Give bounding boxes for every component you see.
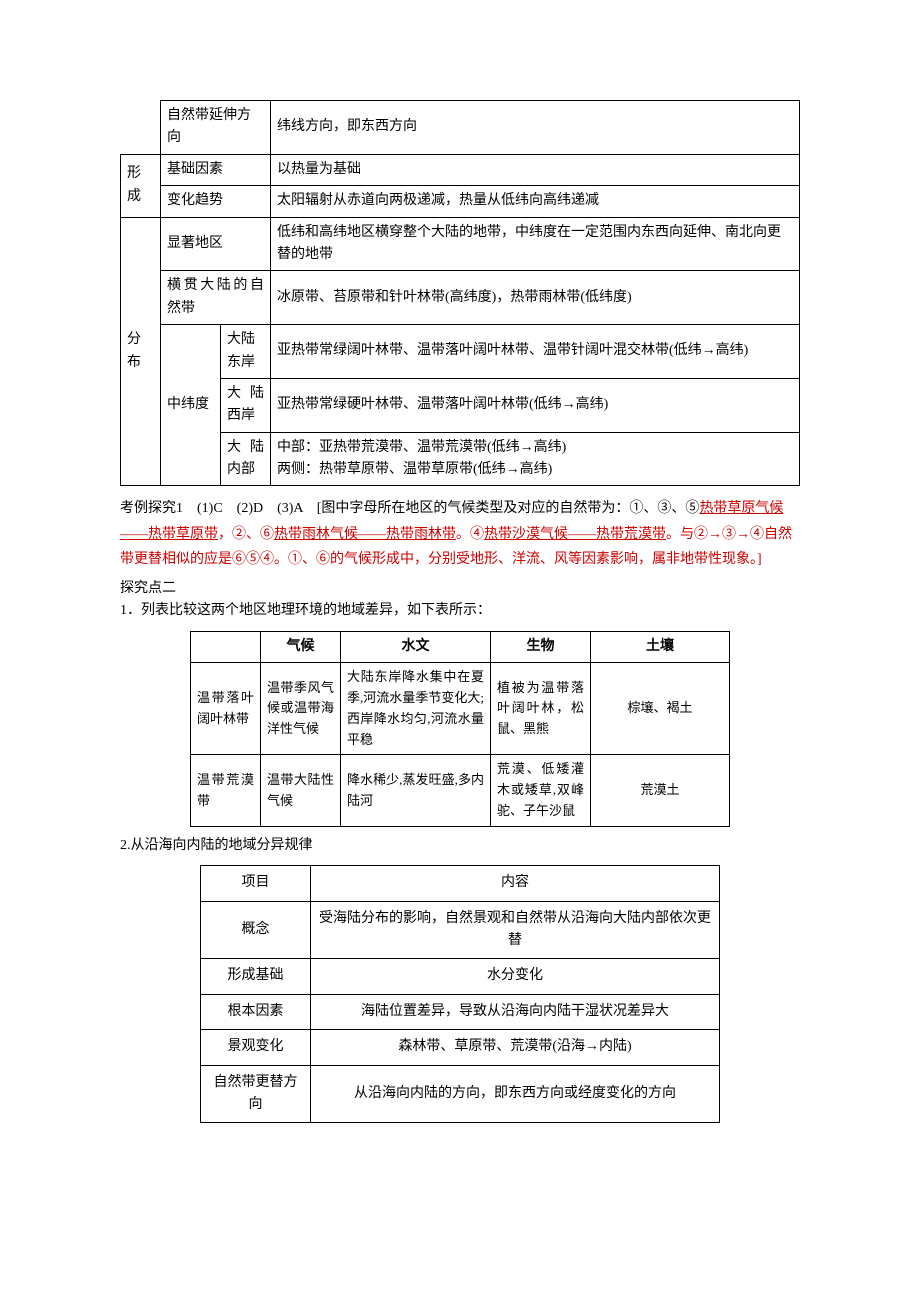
t2-r0-zone: 温带落叶阔叶林带: [191, 663, 261, 755]
t1-r0-c2: 自然带延伸方向: [161, 101, 271, 155]
t1-r6-c3: 大陆西岸: [221, 378, 271, 432]
t2-r1-hydro: 降水稀少,蒸发旺盛,多内陆河: [341, 755, 491, 826]
t2-h0: [191, 631, 261, 662]
t3-r0-k: 概念: [201, 901, 311, 959]
t3-r3-k: 景观变化: [201, 1030, 311, 1065]
t2-h3: 生物: [491, 631, 591, 662]
t1-r6-c4: 亚热带常绿硬叶林带、温带落叶阔叶林带(低纬→高纬): [271, 378, 800, 432]
t3-r2-v: 海陆位置差异，导致从沿海向内陆干湿状况差异大: [311, 994, 720, 1029]
t3-h1: 内容: [311, 866, 720, 901]
t2-h1: 气候: [261, 631, 341, 662]
t2-r1-climate: 温带大陆性气候: [261, 755, 341, 826]
exp-m2: 。④: [456, 527, 484, 542]
t1-r3-c4: 低纬和高纬地区横穿整个大陆的地带，中纬度在一定范围内东西向延伸、南北向更替的地带: [271, 217, 800, 271]
t1-r4-c2: 横贯大陆的自然带: [161, 271, 271, 325]
exp-pre: [图中字母所在地区的气候类型及对应的自然带为：①、③、⑤: [303, 501, 700, 516]
t3-r2-k: 根本因素: [201, 994, 311, 1029]
exp-u3: 热带沙漠气候——热带荒漠带: [484, 527, 666, 542]
t1-r2-c4: 太阳辐射从赤道向两极递减，热量从低纬向高纬递减: [271, 186, 800, 217]
example-answer-block: 考例探究1 (1)C (2)D (3)A [图中字母所在地区的气候类型及对应的自…: [120, 496, 800, 572]
t1-r7-c3: 大陆内部: [221, 432, 271, 486]
example-answers: (1)C (2)D (3)A: [197, 501, 303, 516]
t1-r5-c3: 大陆东岸: [221, 325, 271, 379]
list1-intro: 1．列表比较这两个地区地理环境的地域差异，如下表所示：: [120, 600, 800, 622]
t2-r1-zone: 温带荒漠带: [191, 755, 261, 826]
t3-r0-v: 受海陆分布的影响，自然景观和自然带从沿海向大陆内部依次更替: [311, 901, 720, 959]
t1-form-label: 形成: [121, 154, 161, 217]
t1-r2-c2: 变化趋势: [161, 186, 271, 217]
t1-r5-c4: 亚热带常绿阔叶林带、温带落叶阔叶林带、温带针阔叶混交林带(低纬→高纬): [271, 325, 800, 379]
example-label: 考例探究1: [120, 501, 183, 516]
t1-r3-c2: 显著地区: [161, 217, 271, 271]
t1-r1-c4: 以热量为基础: [271, 154, 800, 185]
t3-r1-v: 水分变化: [311, 959, 720, 994]
section2-title: 探究点二: [120, 578, 800, 600]
t3-h0: 项目: [201, 866, 311, 901]
t1-r4-c4: 冰原带、苔原带和针叶林带(高纬度)，热带雨林带(低纬度): [271, 271, 800, 325]
t1-dist-label: 分布: [121, 217, 161, 486]
table-latitudinal-zonation: 自然带延伸方向 纬线方向，即东西方向 形成 基础因素 以热量为基础 变化趋势 太…: [120, 100, 800, 486]
table-coastal-inland: 项目 内容 概念受海陆分布的影响，自然景观和自然带从沿海向大陆内部依次更替 形成…: [200, 865, 720, 1123]
t2-r1-soil: 荒漠土: [591, 755, 730, 826]
t1-r7-c4: 中部：亚热带荒漠带、温带荒漠带(低纬→高纬) 两侧：热带草原带、温带草原带(低纬…: [271, 432, 800, 486]
t3-r4-v: 从沿海向内陆的方向，即东西方向或经度变化的方向: [311, 1065, 720, 1123]
t2-h4: 土壤: [591, 631, 730, 662]
t1-midlat-label: 中纬度: [161, 325, 221, 486]
t2-r1-bio: 荒漠、低矮灌木或矮草,双峰驼、子午沙鼠: [491, 755, 591, 826]
exp-m1: ，②、⑥: [218, 527, 274, 542]
t2-r0-hydro: 大陆东岸降水集中在夏季,河流水量季节变化大;西岸降水均匀,河流水量平稳: [341, 663, 491, 755]
t2-r0-bio: 植被为温带落叶阔叶林，松鼠、黑熊: [491, 663, 591, 755]
t2-h2: 水文: [341, 631, 491, 662]
t2-r0-soil: 棕壤、褐土: [591, 663, 730, 755]
t1-r0-c4: 纬线方向，即东西方向: [271, 101, 800, 155]
t3-r4-k: 自然带更替方向: [201, 1065, 311, 1123]
table-region-comparison: 气候 水文 生物 土壤 温带落叶阔叶林带 温带季风气候或温带海洋性气候 大陆东岸…: [190, 631, 730, 827]
t1-r1-c2: 基础因素: [161, 154, 271, 185]
exp-u2: 热带雨林气候——热带雨林带: [274, 527, 456, 542]
t2-r0-climate: 温带季风气候或温带海洋性气候: [261, 663, 341, 755]
t3-r3-v: 森林带、草原带、荒漠带(沿海→内陆): [311, 1030, 720, 1065]
list2-title: 2.从沿海向内陆的地域分异规律: [120, 835, 800, 857]
t3-r1-k: 形成基础: [201, 959, 311, 994]
